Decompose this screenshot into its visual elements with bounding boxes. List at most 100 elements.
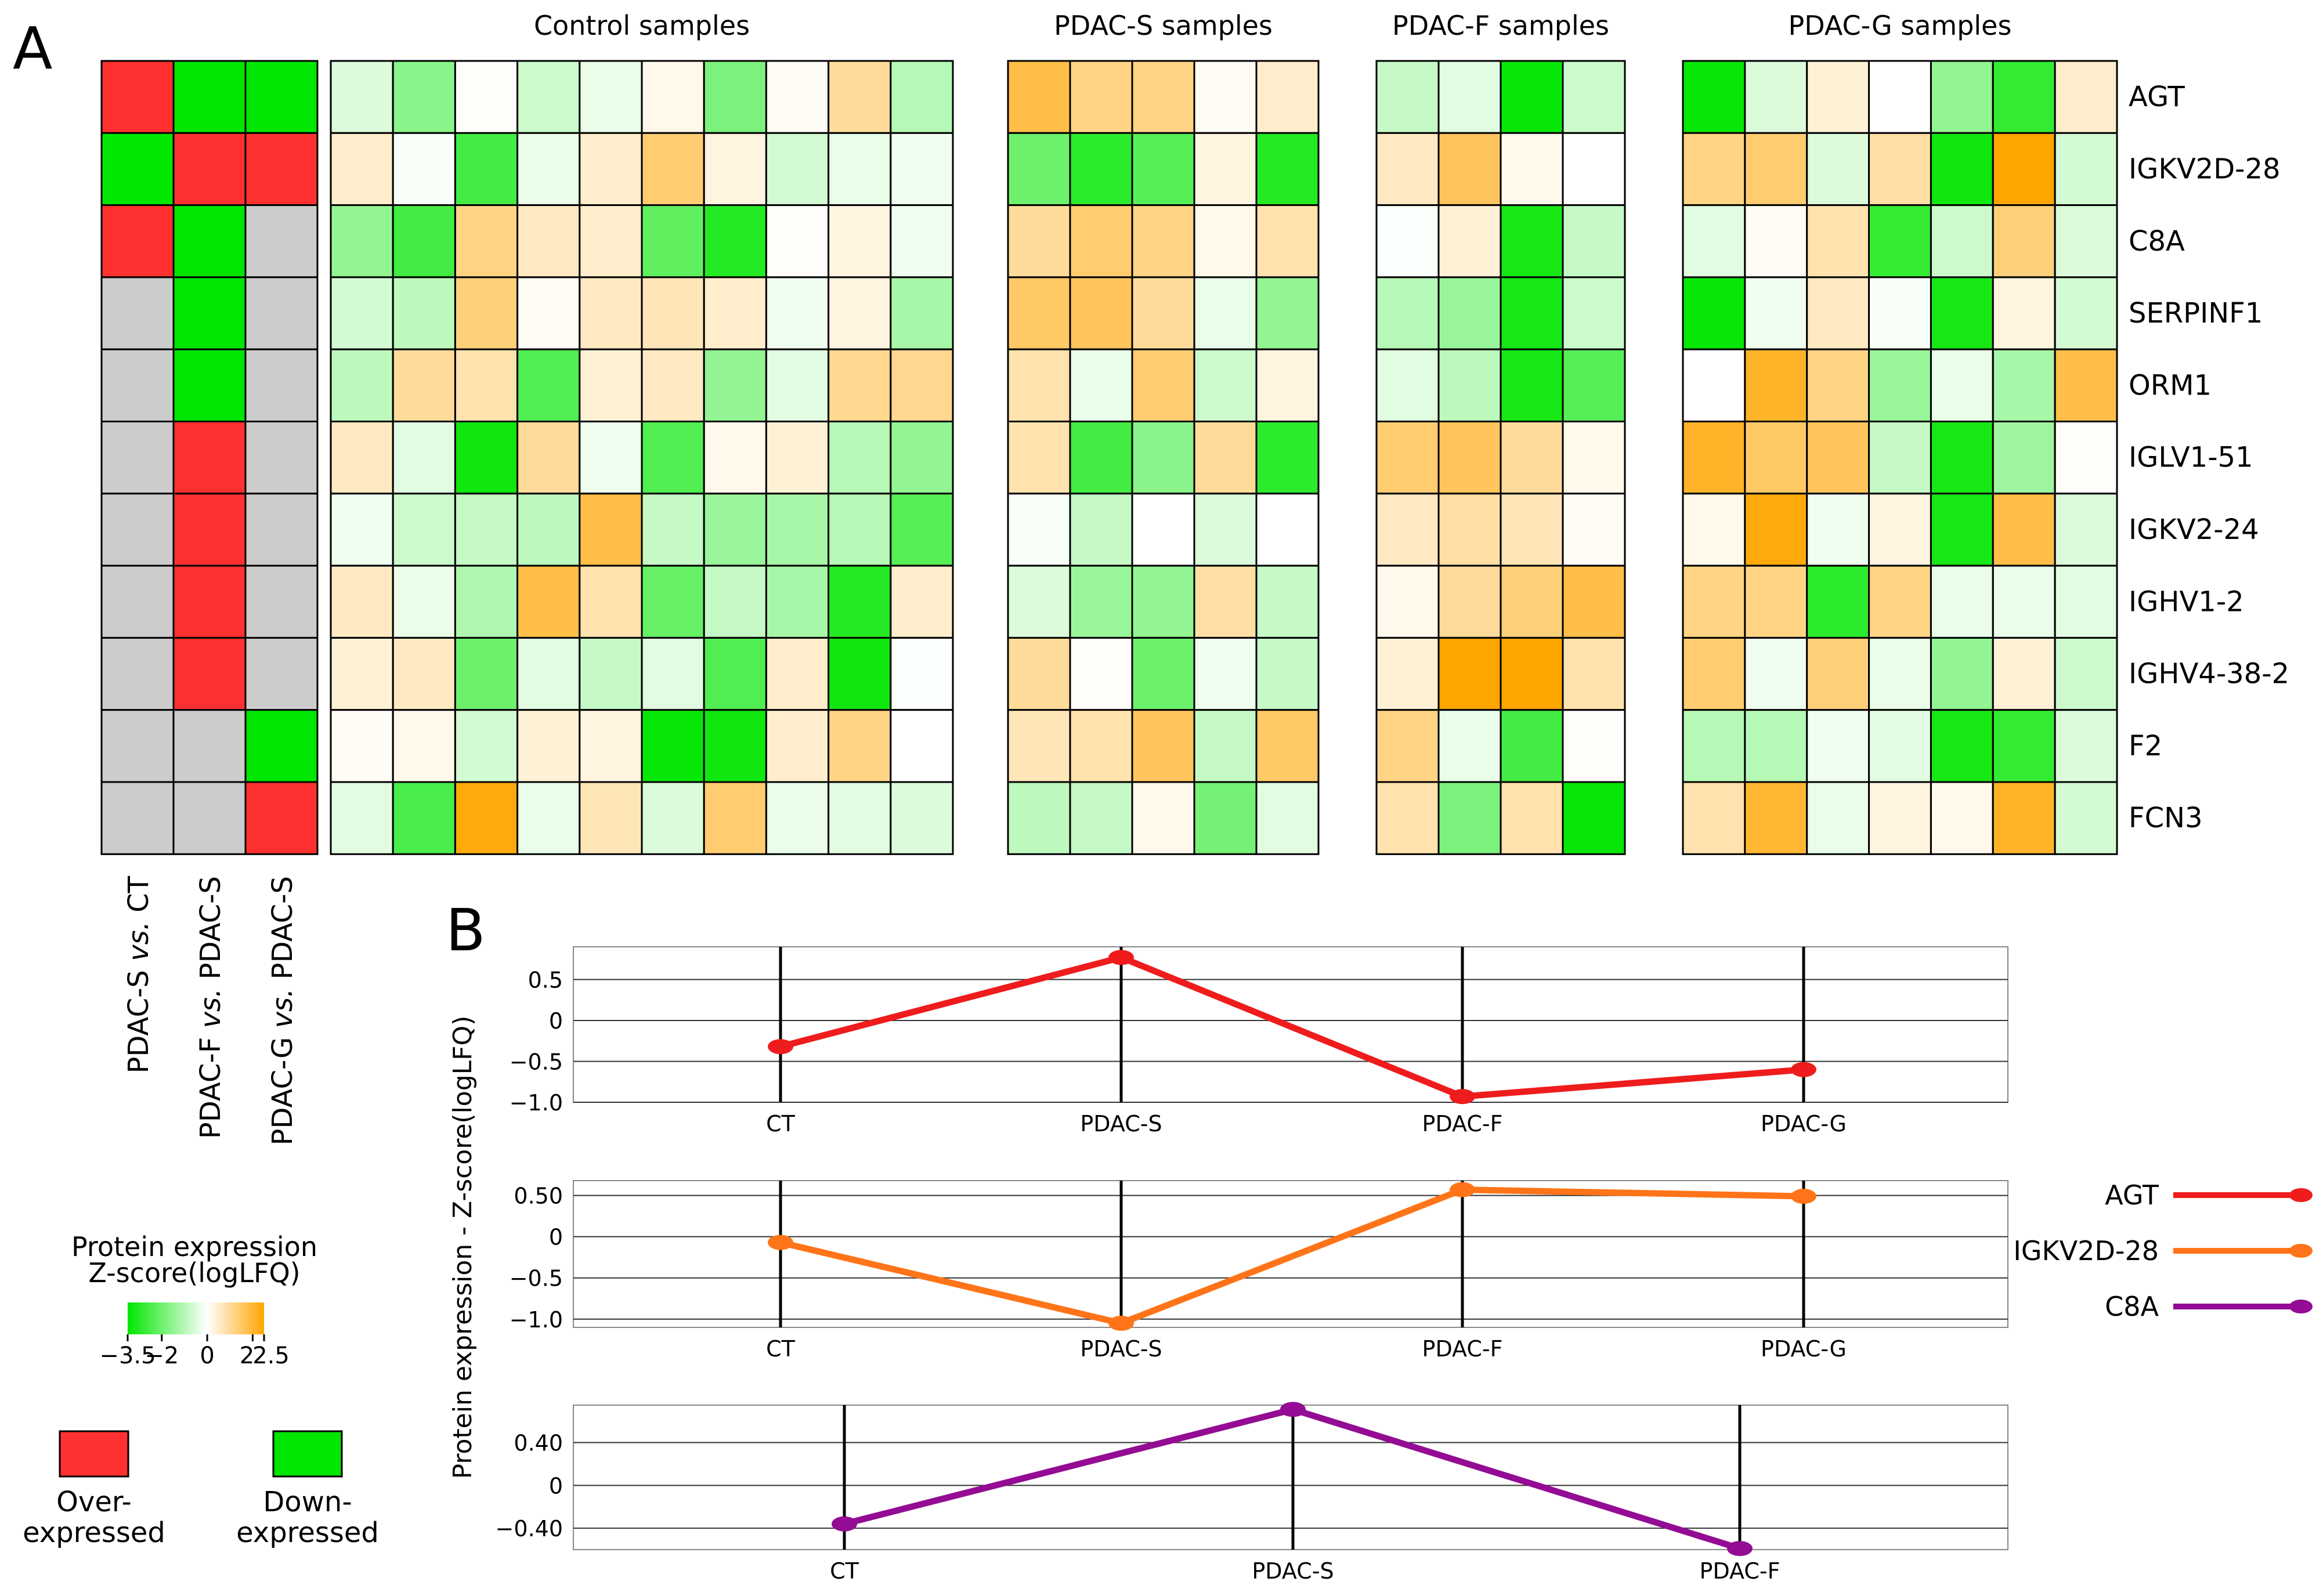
heatmap-cell bbox=[1806, 781, 1870, 855]
y-tick-label: −0.5 bbox=[510, 1049, 563, 1074]
heatmap-cell bbox=[330, 204, 394, 278]
heatmap-cell bbox=[579, 421, 643, 495]
heatmap-cell bbox=[579, 348, 643, 423]
heatmap-cell bbox=[1500, 636, 1564, 711]
status-cell bbox=[100, 564, 175, 639]
heatmap-cell bbox=[890, 709, 954, 783]
heatmap-cell bbox=[1069, 348, 1133, 423]
panel-label-b: B bbox=[446, 896, 486, 964]
heatmap-cell bbox=[1868, 60, 1932, 134]
status-cell bbox=[172, 60, 247, 134]
heatmap-cell bbox=[1930, 204, 1994, 278]
plot-frame bbox=[573, 1180, 2008, 1328]
protein-label: C8A bbox=[2129, 225, 2185, 258]
heatmap-cell bbox=[2054, 421, 2118, 495]
heatmap-cell bbox=[828, 781, 892, 855]
heatmap-cell bbox=[1562, 781, 1626, 855]
x-tick-label: PDAC-S bbox=[1080, 1111, 1162, 1137]
heatmap-cell bbox=[890, 132, 954, 207]
heatmap-cell bbox=[1806, 493, 1870, 567]
colorbar bbox=[128, 1302, 264, 1334]
heatmap-cell bbox=[1375, 421, 1440, 495]
data-point bbox=[1450, 1089, 1475, 1105]
heatmap-cell bbox=[516, 60, 581, 134]
status-cell bbox=[244, 781, 319, 855]
legend-label: AGT bbox=[2105, 1179, 2159, 1211]
heatmap-cell bbox=[1255, 493, 1320, 567]
heatmap-cell bbox=[1500, 132, 1564, 207]
data-point bbox=[1450, 1182, 1475, 1197]
y-tick-label: −1.0 bbox=[510, 1090, 563, 1116]
data-point bbox=[1791, 1062, 1816, 1077]
heatmap-cell bbox=[1868, 276, 1932, 350]
heatmap-cell bbox=[1193, 564, 1258, 639]
y-tick-label: 0 bbox=[549, 1225, 563, 1250]
heatmap-cell bbox=[1992, 421, 2056, 495]
heatmap-cell bbox=[1500, 421, 1564, 495]
heatmap-cell bbox=[641, 709, 705, 783]
heatmap-cell bbox=[330, 564, 394, 639]
heatmap-cell bbox=[1255, 204, 1320, 278]
heatmap-cell bbox=[1682, 709, 1746, 783]
heatmap-cell bbox=[1193, 493, 1258, 567]
heatmap-cell bbox=[703, 276, 767, 350]
heatmap-cell bbox=[1069, 493, 1133, 567]
status-cell bbox=[244, 276, 319, 350]
heatmap-cell bbox=[890, 564, 954, 639]
x-tick-label: PDAC-G bbox=[1761, 1336, 1847, 1362]
heatmap-cell bbox=[1131, 132, 1195, 207]
heatmap-cell bbox=[1992, 781, 2056, 855]
heatmap-cell bbox=[1131, 204, 1195, 278]
heatmap-cell bbox=[516, 781, 581, 855]
protein-label: IGKV2-24 bbox=[2129, 513, 2259, 546]
status-cell bbox=[172, 276, 247, 350]
line-charts: 0.50−0.5−1.0CT PDAC-S PDAC-F PDAC-G0.500−0.… bbox=[496, 946, 2008, 1584]
heatmap-cell bbox=[330, 276, 394, 350]
heatmap-cell bbox=[1992, 709, 2056, 783]
heatmap-cell bbox=[703, 132, 767, 207]
heatmap-cell bbox=[1930, 636, 1994, 711]
colorbar-title-line1: Protein expression bbox=[71, 1231, 317, 1262]
heatmap-cell bbox=[1868, 636, 1932, 711]
heatmap-cell bbox=[1131, 60, 1195, 134]
heatmap-cell bbox=[330, 348, 394, 423]
heatmap-cell bbox=[1255, 781, 1320, 855]
comparison-label: PDAC-F vs. PDAC-S bbox=[194, 876, 227, 1139]
heatmap-cell bbox=[703, 204, 767, 278]
status-cell bbox=[172, 781, 247, 855]
heatmap-cell bbox=[1562, 564, 1626, 639]
over-expressed-label-2: expressed bbox=[23, 1517, 165, 1549]
heatmap-cell bbox=[579, 132, 643, 207]
heatmap-cell bbox=[1868, 709, 1932, 783]
heatmap-cell bbox=[454, 348, 519, 423]
heatmap-cell bbox=[1069, 60, 1133, 134]
heatmap-cell bbox=[1255, 421, 1320, 495]
x-tick-label: CT bbox=[766, 1111, 796, 1137]
heatmap-cell bbox=[1868, 493, 1932, 567]
heatmap-cell bbox=[1682, 636, 1746, 711]
heatmap-cell bbox=[1682, 421, 1746, 495]
series-line bbox=[779, 954, 1804, 1100]
protein-labels: AGT IGKV2D-28 C8A SERPINF1 ORM1 IGLV1-51 IGKV2… bbox=[2129, 81, 2289, 834]
y-tick-label: 0 bbox=[549, 1008, 563, 1034]
legend-marker bbox=[2289, 1244, 2313, 1258]
y-tick-label: 0.5 bbox=[528, 967, 563, 993]
heatmap-cell bbox=[1007, 132, 1071, 207]
heatmap-cell bbox=[1069, 709, 1133, 783]
heatmap-cell bbox=[1007, 276, 1071, 350]
heatmap-cell bbox=[765, 564, 830, 639]
heatmap-cell bbox=[1193, 204, 1258, 278]
heatmap-cell bbox=[1562, 421, 1626, 495]
heatmap: Control samples PDAC-S samples PDAC-F samp… bbox=[330, 10, 2118, 855]
heatmap-cell bbox=[579, 709, 643, 783]
heatmap-cell bbox=[516, 564, 581, 639]
heatmap-cell bbox=[579, 276, 643, 350]
status-cell bbox=[100, 348, 175, 423]
data-point bbox=[768, 1235, 793, 1250]
heatmap-cell bbox=[1562, 348, 1626, 423]
heatmap-cell bbox=[1806, 564, 1870, 639]
heatmap-group-title: PDAC-F samples bbox=[1392, 10, 1609, 41]
heatmap-cell bbox=[1500, 709, 1564, 783]
heatmap-cell bbox=[330, 636, 394, 711]
heatmap-cell bbox=[641, 564, 705, 639]
